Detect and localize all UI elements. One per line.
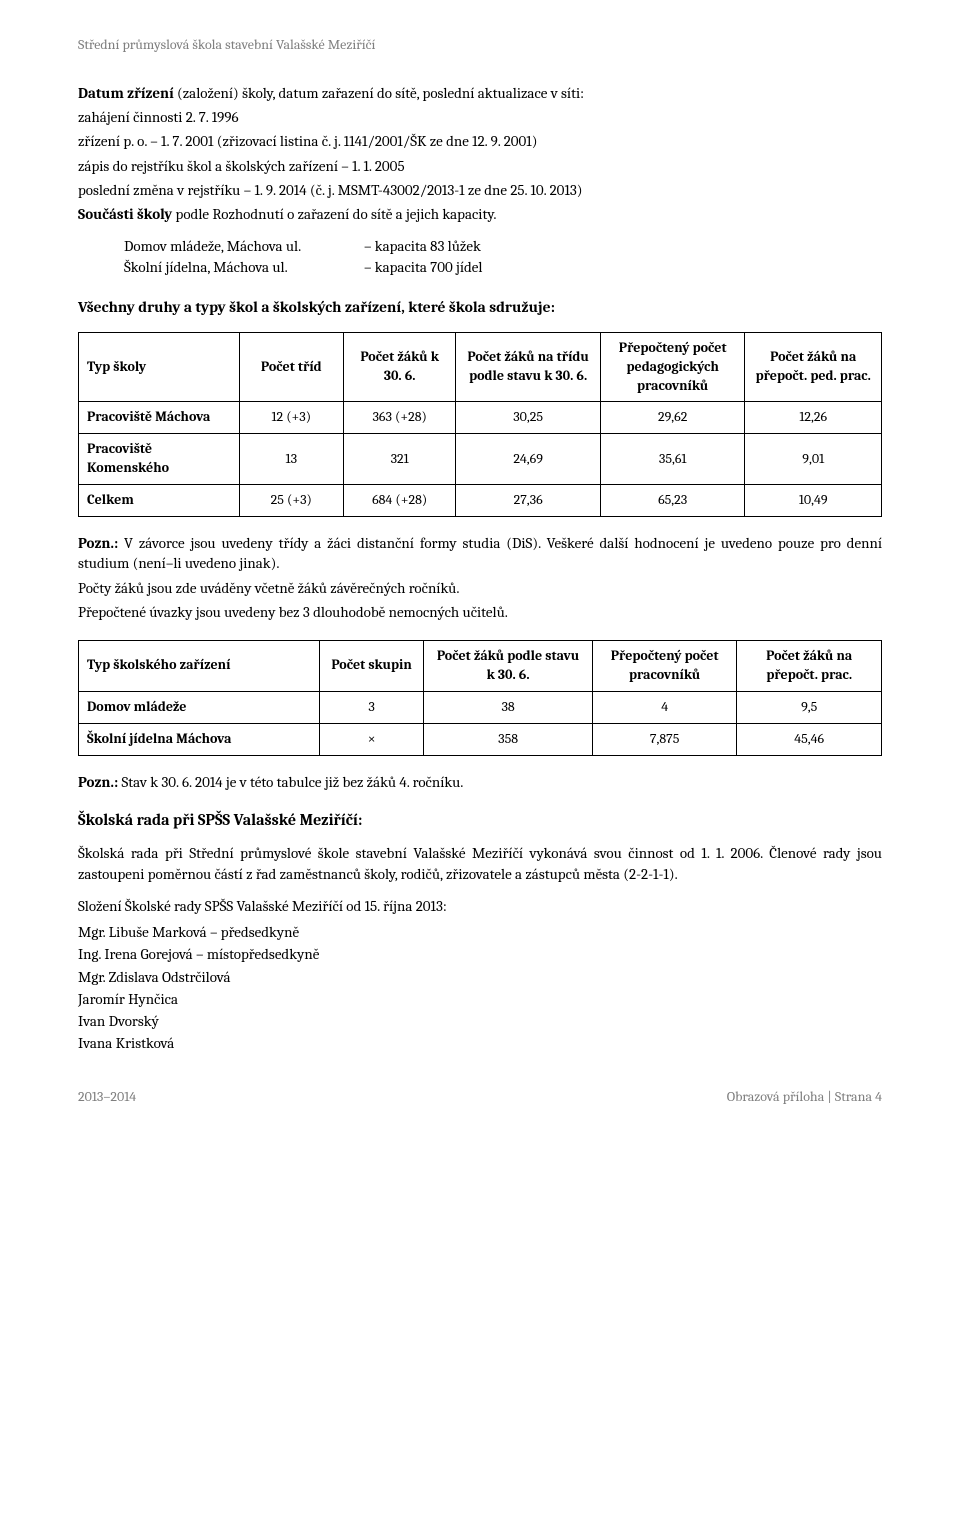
- th: Počet žáků na přepočt. ped. prac.: [745, 332, 882, 402]
- th: Počet žáků na přepočt. prac.: [737, 641, 882, 692]
- th: Počet žáků na třídu podle stavu k 30. 6.: [456, 332, 601, 402]
- td: 35,61: [600, 434, 745, 485]
- td: 321: [343, 434, 455, 485]
- table-row: Pracoviště Máchova 12 (+3) 363 (+28) 30,…: [79, 402, 882, 434]
- td: 9,5: [737, 691, 882, 723]
- td: 30,25: [456, 402, 601, 434]
- table-row: Pracoviště Komenského 13 321 24,69 35,61…: [79, 434, 882, 485]
- intro-line-3: zřízení p. o. – 1. 7. 2001 (zřizovací li…: [78, 131, 882, 151]
- intro-bold-1: Datum zřízení: [78, 84, 174, 102]
- td: 45,46: [737, 723, 882, 755]
- th: Počet tříd: [239, 332, 343, 402]
- th: Přepočtený počet pedagogických pracovník…: [600, 332, 745, 402]
- council-line: Složení Školské rady SPŠS Valašské Meziř…: [78, 896, 882, 916]
- capacity-row: Školní jídelna, Máchova ul. – kapacita 7…: [124, 257, 882, 277]
- note2: Pozn.: Stav k 30. 6. 2014 je v této tabu…: [78, 772, 882, 792]
- note-line: Přepočtené úvazky jsou uvedeny bez 3 dlo…: [78, 602, 882, 622]
- footer-left: 2013–2014: [78, 1088, 136, 1107]
- note-bold: Pozn.:: [78, 534, 118, 552]
- td: 12,26: [745, 402, 882, 434]
- td: 4: [592, 691, 737, 723]
- intro-line-2: zahájení činnosti 2. 7. 1996: [78, 107, 882, 127]
- council-member: Mgr. Libuše Marková – předsedkyně: [78, 922, 882, 942]
- intro-block: Datum zřízení (založení) školy, datum za…: [78, 83, 882, 225]
- table-header-row: Typ školy Počet tříd Počet žáků k 30. 6.…: [79, 332, 882, 402]
- th: Počet žáků podle stavu k 30. 6.: [424, 641, 593, 692]
- note-line: Pozn.: V závorce jsou uvedeny třídy a žá…: [78, 533, 882, 574]
- td: Celkem: [79, 485, 240, 517]
- td: 24,69: [456, 434, 601, 485]
- th: Počet skupin: [319, 641, 423, 692]
- th: Typ školy: [79, 332, 240, 402]
- intro-line-4: zápis do rejstříku škol a školských zaří…: [78, 156, 882, 176]
- td: 684 (+28): [343, 485, 455, 517]
- th: Přepočtený počet pracovníků: [592, 641, 737, 692]
- council-member: Ivan Dvorský: [78, 1011, 882, 1031]
- intro-rest-6: podle Rozhodnutí o zařazení do sítě a je…: [172, 205, 496, 223]
- footer-right: Obrazová příloha | Strana 4: [727, 1088, 882, 1107]
- capacity-right: – kapacita 83 lůžek: [364, 236, 481, 256]
- capacity-block: Domov mládeže, Máchova ul. – kapacita 83…: [124, 236, 882, 277]
- th: Počet žáků k 30. 6.: [343, 332, 455, 402]
- council-member: Ing. Irena Gorejová – místopředsedkyně: [78, 944, 882, 964]
- table-schools: Typ školy Počet tříd Počet žáků k 30. 6.…: [78, 332, 882, 517]
- td: 3: [319, 691, 423, 723]
- table-header-row: Typ školského zařízení Počet skupin Poče…: [79, 641, 882, 692]
- council-member: Ivana Kristková: [78, 1033, 882, 1053]
- td: Pracoviště Máchova: [79, 402, 240, 434]
- td: 7,875: [592, 723, 737, 755]
- council-member: Mgr. Zdislava Odstrčilová: [78, 967, 882, 987]
- table-facilities: Typ školského zařízení Počet skupin Poče…: [78, 640, 882, 756]
- td: 13: [239, 434, 343, 485]
- table1-title: Všechny druhy a typy škol a školských za…: [78, 297, 882, 318]
- page-footer: 2013–2014 Obrazová příloha | Strana 4: [78, 1088, 882, 1107]
- note-line: Počty žáků jsou zde uváděny včetně žáků …: [78, 578, 882, 598]
- td: Pracoviště Komenského: [79, 434, 240, 485]
- th: Typ školského zařízení: [79, 641, 320, 692]
- td: 65,23: [600, 485, 745, 517]
- capacity-right: – kapacita 700 jídel: [364, 257, 483, 277]
- intro-bold-6: Součásti školy: [78, 205, 172, 223]
- td: 363 (+28): [343, 402, 455, 434]
- capacity-row: Domov mládeže, Máchova ul. – kapacita 83…: [124, 236, 882, 256]
- page-header: Střední průmyslová škola stavební Valašs…: [78, 36, 882, 55]
- table-row: Celkem 25 (+3) 684 (+28) 27,36 65,23 10,…: [79, 485, 882, 517]
- td: Školní jídelna Máchova: [79, 723, 320, 755]
- note2-bold: Pozn.:: [78, 773, 118, 791]
- capacity-left: Domov mládeže, Máchova ul.: [124, 236, 364, 256]
- intro-rest-1: (založení) školy, datum zařazení do sítě…: [174, 84, 584, 102]
- td: 25 (+3): [239, 485, 343, 517]
- td: 38: [424, 691, 593, 723]
- td: 10,49: [745, 485, 882, 517]
- td: 27,36: [456, 485, 601, 517]
- table-row: Školní jídelna Máchova × 358 7,875 45,46: [79, 723, 882, 755]
- td: 29,62: [600, 402, 745, 434]
- intro-line-6: Součásti školy podle Rozhodnutí o zařaze…: [78, 204, 882, 224]
- intro-line-1: Datum zřízení (založení) školy, datum za…: [78, 83, 882, 103]
- council-para: Školská rada při Střední průmyslové škol…: [78, 843, 882, 884]
- note1-block: Pozn.: V závorce jsou uvedeny třídy a žá…: [78, 533, 882, 622]
- table-row: Domov mládeže 3 38 4 9,5: [79, 691, 882, 723]
- td: 9,01: [745, 434, 882, 485]
- council-title: Školská rada při SPŠS Valašské Meziříčí:: [78, 810, 882, 832]
- td: ×: [319, 723, 423, 755]
- capacity-left: Školní jídelna, Máchova ul.: [124, 257, 364, 277]
- td: 12 (+3): [239, 402, 343, 434]
- td: Domov mládeže: [79, 691, 320, 723]
- td: 358: [424, 723, 593, 755]
- note2-text: Stav k 30. 6. 2014 je v této tabulce již…: [118, 773, 463, 791]
- intro-line-5: poslední změna v rejstříku – 1. 9. 2014 …: [78, 180, 882, 200]
- note-text: V závorce jsou uvedeny třídy a žáci dist…: [78, 534, 882, 572]
- council-member: Jaromír Hynčica: [78, 989, 882, 1009]
